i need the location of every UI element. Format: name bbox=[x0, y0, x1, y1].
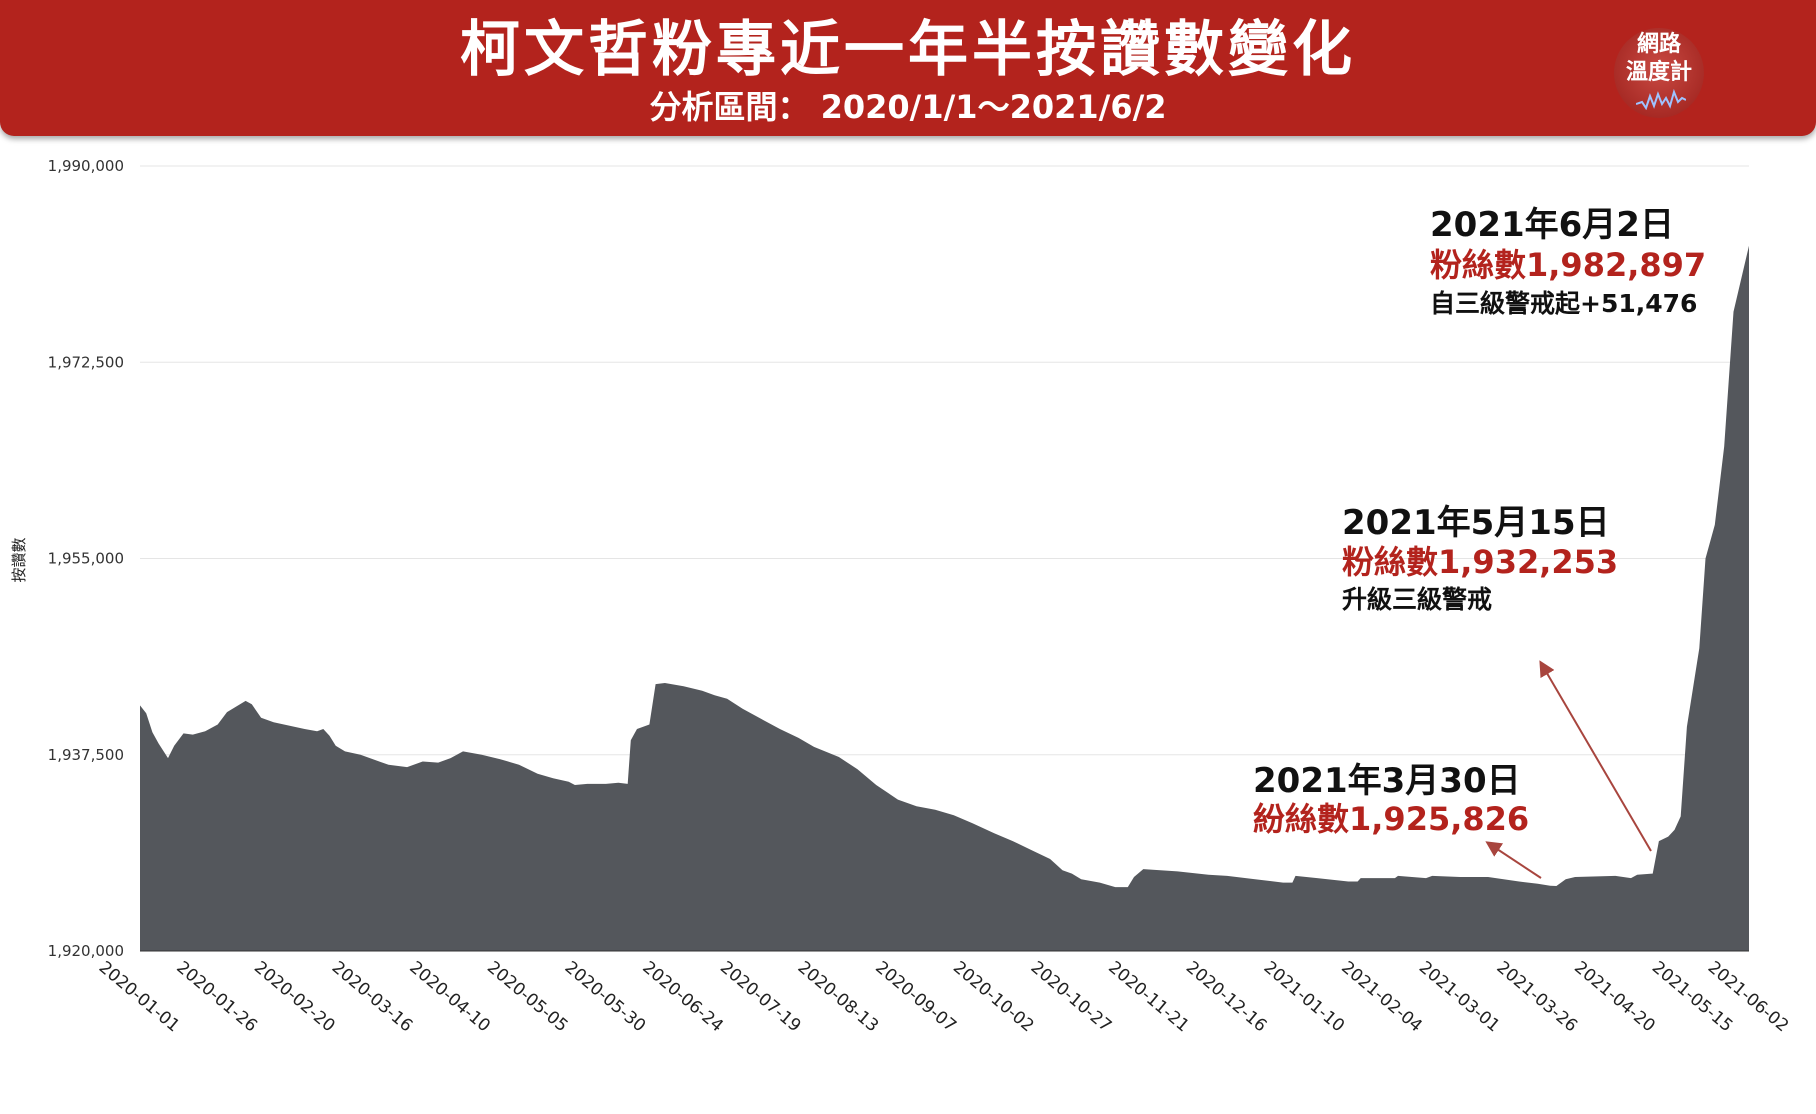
gridlines bbox=[140, 165, 1749, 756]
x-tick-label: 2020-05-05 bbox=[483, 958, 572, 1037]
annotation-jun-2-fans: 粉絲數1,982,897 bbox=[1430, 246, 1706, 284]
x-tick-label: 2021-03-01 bbox=[1415, 958, 1504, 1037]
x-tick-label: 2021-03-26 bbox=[1493, 958, 1582, 1037]
annotation-mar-30-date: 2021年3月30日 bbox=[1253, 761, 1521, 801]
y-axis-ticks: 1,920,000 1,937,500 1,955,000 1,972,500 1,99… bbox=[48, 157, 124, 960]
x-tick-label: 2020-01-26 bbox=[172, 958, 261, 1037]
annotation-may-15-date: 2021年5月15日 bbox=[1342, 503, 1610, 543]
brand-logo: 網路 溫度計 bbox=[1614, 28, 1704, 118]
annotation-may-15: 2021年5月15日 粉絲數1,932,253 升級三級警戒 bbox=[1342, 503, 1618, 614]
y-tick-label: 1,990,000 bbox=[48, 157, 124, 175]
x-tick-label: 2020-02-20 bbox=[250, 958, 339, 1037]
y-tick-label: 1,972,500 bbox=[48, 353, 124, 371]
annotation-mar-30-fans: 紛絲數1,925,826 bbox=[1253, 800, 1529, 838]
annotation-may-15-fans: 粉絲數1,932,253 bbox=[1342, 543, 1618, 581]
x-tick-label: 2020-10-27 bbox=[1027, 958, 1116, 1037]
x-tick-label: 2020-01-01 bbox=[95, 958, 184, 1037]
x-tick-label: 2020-08-13 bbox=[794, 958, 883, 1037]
y-tick-label: 1,955,000 bbox=[48, 550, 124, 568]
x-tick-label: 2020-10-02 bbox=[949, 958, 1038, 1037]
annotation-jun-2-date: 2021年6月2日 bbox=[1430, 205, 1674, 245]
annotation-arrow-mar-30 bbox=[1485, 841, 1542, 879]
chart-title: 柯文哲粉專近一年半按讚數變化 bbox=[460, 15, 1356, 85]
y-axis-label: 按讚數 bbox=[10, 537, 28, 582]
annotation-jun-2-note: 自三級警戒起+51,476 bbox=[1430, 289, 1697, 318]
pulse-wave-icon bbox=[1636, 88, 1686, 110]
x-tick-label: 2020-09-07 bbox=[871, 958, 960, 1037]
x-tick-label: 2020-12-16 bbox=[1182, 958, 1271, 1037]
logo-text-line1: 網路 bbox=[1636, 32, 1681, 57]
annotation-jun-2: 2021年6月2日 粉絲數1,982,897 自三級警戒起+51,476 bbox=[1430, 205, 1706, 318]
x-tick-label: 2021-01-10 bbox=[1260, 958, 1349, 1037]
x-tick-label: 2020-07-19 bbox=[716, 958, 805, 1037]
annotation-arrow-may-15 bbox=[1539, 660, 1652, 852]
y-tick-label: 1,937,500 bbox=[48, 746, 124, 764]
x-tick-label: 2021-04-20 bbox=[1570, 958, 1659, 1037]
chart-subtitle: 分析區間： 2020/1/1～2021/6/2 bbox=[649, 88, 1167, 126]
x-tick-label: 2020-04-10 bbox=[405, 958, 494, 1037]
annotation-mar-30: 2021年3月30日 紛絲數1,925,826 bbox=[1253, 761, 1529, 838]
title-banner: 柯文哲粉專近一年半按讚數變化 分析區間： 2020/1/1～2021/6/2 網… bbox=[0, 0, 1816, 136]
x-tick-label: 2020-05-30 bbox=[561, 958, 650, 1037]
x-tick-label: 2020-03-16 bbox=[328, 958, 417, 1037]
likes-area-series bbox=[140, 245, 1749, 951]
logo-text-line2: 溫度計 bbox=[1625, 60, 1692, 85]
x-axis-ticks: 2020-01-012020-01-262020-02-202020-03-16… bbox=[95, 958, 1793, 1037]
y-tick-label: 1,920,000 bbox=[48, 942, 124, 960]
x-tick-label: 2021-02-04 bbox=[1337, 958, 1426, 1037]
x-tick-label: 2020-06-24 bbox=[638, 958, 727, 1037]
annotation-may-15-note: 升級三級警戒 bbox=[1342, 585, 1492, 614]
x-tick-label: 2020-11-21 bbox=[1104, 958, 1193, 1037]
